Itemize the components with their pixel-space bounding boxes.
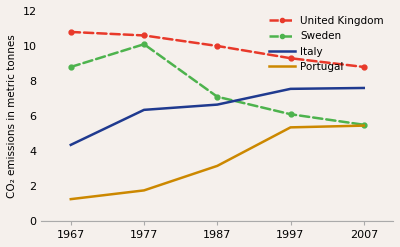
Portugal <box>361 124 366 127</box>
Line: Italy: Italy <box>71 88 364 145</box>
Sweden <box>68 65 73 68</box>
Portugal <box>68 198 73 201</box>
Sweden <box>215 95 220 98</box>
Legend: United Kingdom, Sweden, Italy, Portugal: United Kingdom, Sweden, Italy, Portugal <box>265 12 388 76</box>
Y-axis label: CO₂ emissions in metric tonnes: CO₂ emissions in metric tonnes <box>7 34 17 198</box>
United Kingdom <box>215 44 220 47</box>
Sweden <box>361 123 366 126</box>
Italy <box>288 87 293 90</box>
United Kingdom <box>68 30 73 33</box>
United Kingdom <box>361 65 366 68</box>
Italy <box>142 108 146 111</box>
United Kingdom <box>288 57 293 60</box>
Sweden <box>142 43 146 46</box>
United Kingdom <box>142 34 146 37</box>
Line: Portugal: Portugal <box>71 126 364 199</box>
Line: Sweden: Sweden <box>68 42 366 127</box>
Italy <box>361 86 366 89</box>
Italy <box>68 144 73 146</box>
Italy <box>215 103 220 106</box>
Portugal <box>215 165 220 167</box>
Portugal <box>142 189 146 192</box>
Portugal <box>288 126 293 129</box>
Sweden <box>288 113 293 116</box>
Line: United Kingdom: United Kingdom <box>68 30 366 69</box>
